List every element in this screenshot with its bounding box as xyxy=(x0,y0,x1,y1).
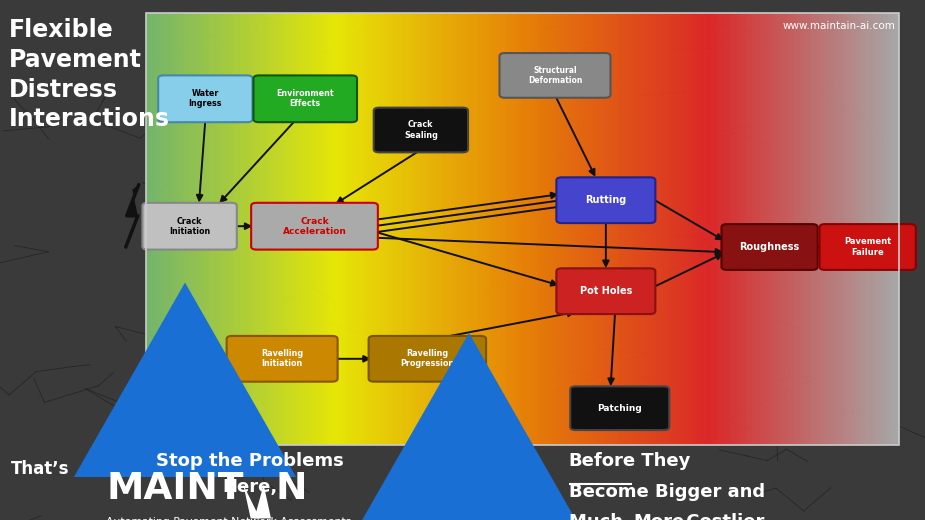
FancyBboxPatch shape xyxy=(820,224,916,270)
FancyBboxPatch shape xyxy=(142,203,237,250)
Text: Become Bigger and: Become Bigger and xyxy=(569,483,765,501)
FancyBboxPatch shape xyxy=(368,336,487,382)
FancyBboxPatch shape xyxy=(570,386,670,430)
Text: Flexible
Pavement
Distress
Interactions: Flexible Pavement Distress Interactions xyxy=(9,18,170,131)
FancyBboxPatch shape xyxy=(252,203,378,250)
Bar xyxy=(146,13,899,445)
Text: Crack
Acceleration: Crack Acceleration xyxy=(282,217,347,236)
Text: Pot Holes: Pot Holes xyxy=(580,286,632,296)
Text: Ravelling
Initiation: Ravelling Initiation xyxy=(261,349,303,368)
Text: More: More xyxy=(634,513,684,520)
FancyBboxPatch shape xyxy=(253,75,357,122)
FancyBboxPatch shape xyxy=(227,336,338,382)
Text: Rutting: Rutting xyxy=(586,195,626,205)
Text: Environment
Effects: Environment Effects xyxy=(277,89,334,108)
Text: www.maintain-ai.com: www.maintain-ai.com xyxy=(783,21,895,31)
Text: Costlier: Costlier xyxy=(680,513,764,520)
Text: Pavement
Failure: Pavement Failure xyxy=(844,238,892,256)
Text: Much: Much xyxy=(569,513,629,520)
Text: They: They xyxy=(635,452,691,471)
Text: Structural
Deformation: Structural Deformation xyxy=(528,66,582,85)
Text: Roughness: Roughness xyxy=(739,242,800,252)
Text: Ravelling
Progression: Ravelling Progression xyxy=(401,349,454,368)
Text: That’s: That’s xyxy=(11,460,69,478)
Polygon shape xyxy=(243,485,260,518)
Text: Crack
Sealing: Crack Sealing xyxy=(404,121,438,139)
Text: Automating Pavement Network Assessments: Automating Pavement Network Assessments xyxy=(106,517,352,520)
Text: Crack
Initiation: Crack Initiation xyxy=(169,217,210,236)
Text: Patching: Patching xyxy=(598,404,642,413)
FancyBboxPatch shape xyxy=(557,268,656,314)
Text: Water
Ingress: Water Ingress xyxy=(189,89,222,108)
Text: N: N xyxy=(276,471,307,506)
Polygon shape xyxy=(126,185,139,247)
FancyBboxPatch shape xyxy=(722,224,818,270)
FancyBboxPatch shape xyxy=(158,75,253,122)
FancyBboxPatch shape xyxy=(500,53,610,98)
Text: Before: Before xyxy=(569,452,636,471)
FancyBboxPatch shape xyxy=(374,108,468,152)
FancyBboxPatch shape xyxy=(557,177,656,223)
Text: Stop the Problems
Here,: Stop the Problems Here, xyxy=(156,452,343,496)
Polygon shape xyxy=(254,485,271,518)
Text: MAINT: MAINT xyxy=(106,471,244,506)
